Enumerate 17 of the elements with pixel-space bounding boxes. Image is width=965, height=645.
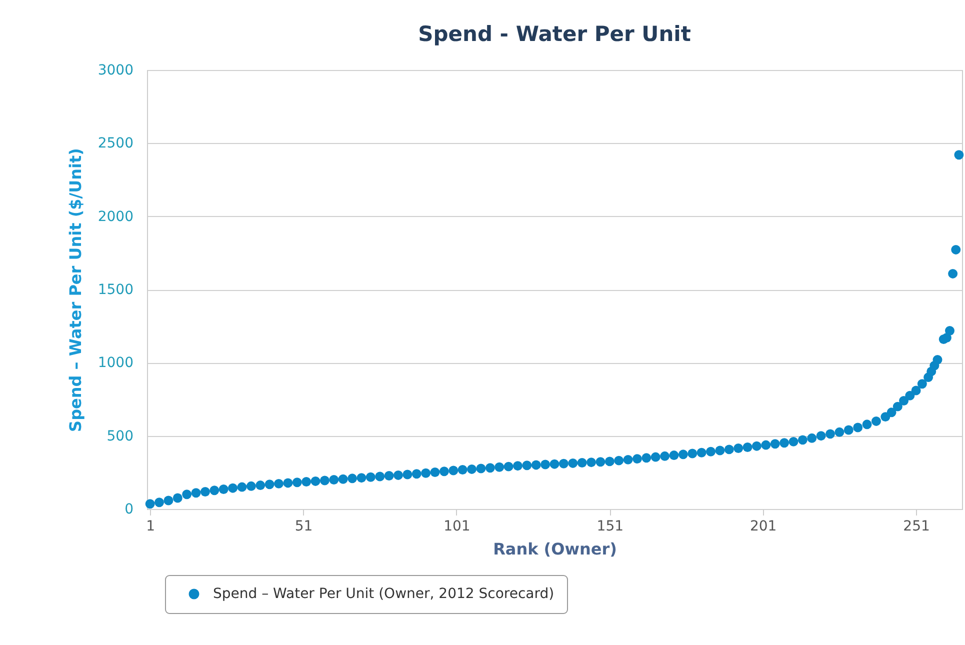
x-axis-title: Rank (Owner) bbox=[493, 540, 617, 558]
y-tick-label: 2000 bbox=[98, 208, 134, 225]
x-tick-label: 251 bbox=[903, 518, 930, 534]
y-tick-label: 1000 bbox=[98, 355, 134, 372]
y-tick-label: 3000 bbox=[98, 62, 134, 78]
legend-label: Spend – Water Per Unit (Owner, 2012 Scorecard) bbox=[213, 586, 554, 602]
x-tick-label: 51 bbox=[294, 518, 313, 534]
x-tick-label: 201 bbox=[750, 518, 777, 534]
y-tick-label: 1500 bbox=[98, 282, 134, 298]
chart-title: Spend - Water Per Unit bbox=[418, 22, 691, 46]
y-tick-label: 500 bbox=[106, 428, 134, 444]
y-tick-label: 0 bbox=[124, 502, 134, 518]
x-tick-label: 151 bbox=[596, 518, 624, 534]
y-tick-label: 2500 bbox=[98, 136, 134, 152]
y-axis-title: Spend – Water Per Unit ($/Unit) bbox=[66, 148, 85, 432]
x-tick-label: 101 bbox=[444, 518, 470, 534]
x-tick-label: 1 bbox=[146, 518, 156, 534]
